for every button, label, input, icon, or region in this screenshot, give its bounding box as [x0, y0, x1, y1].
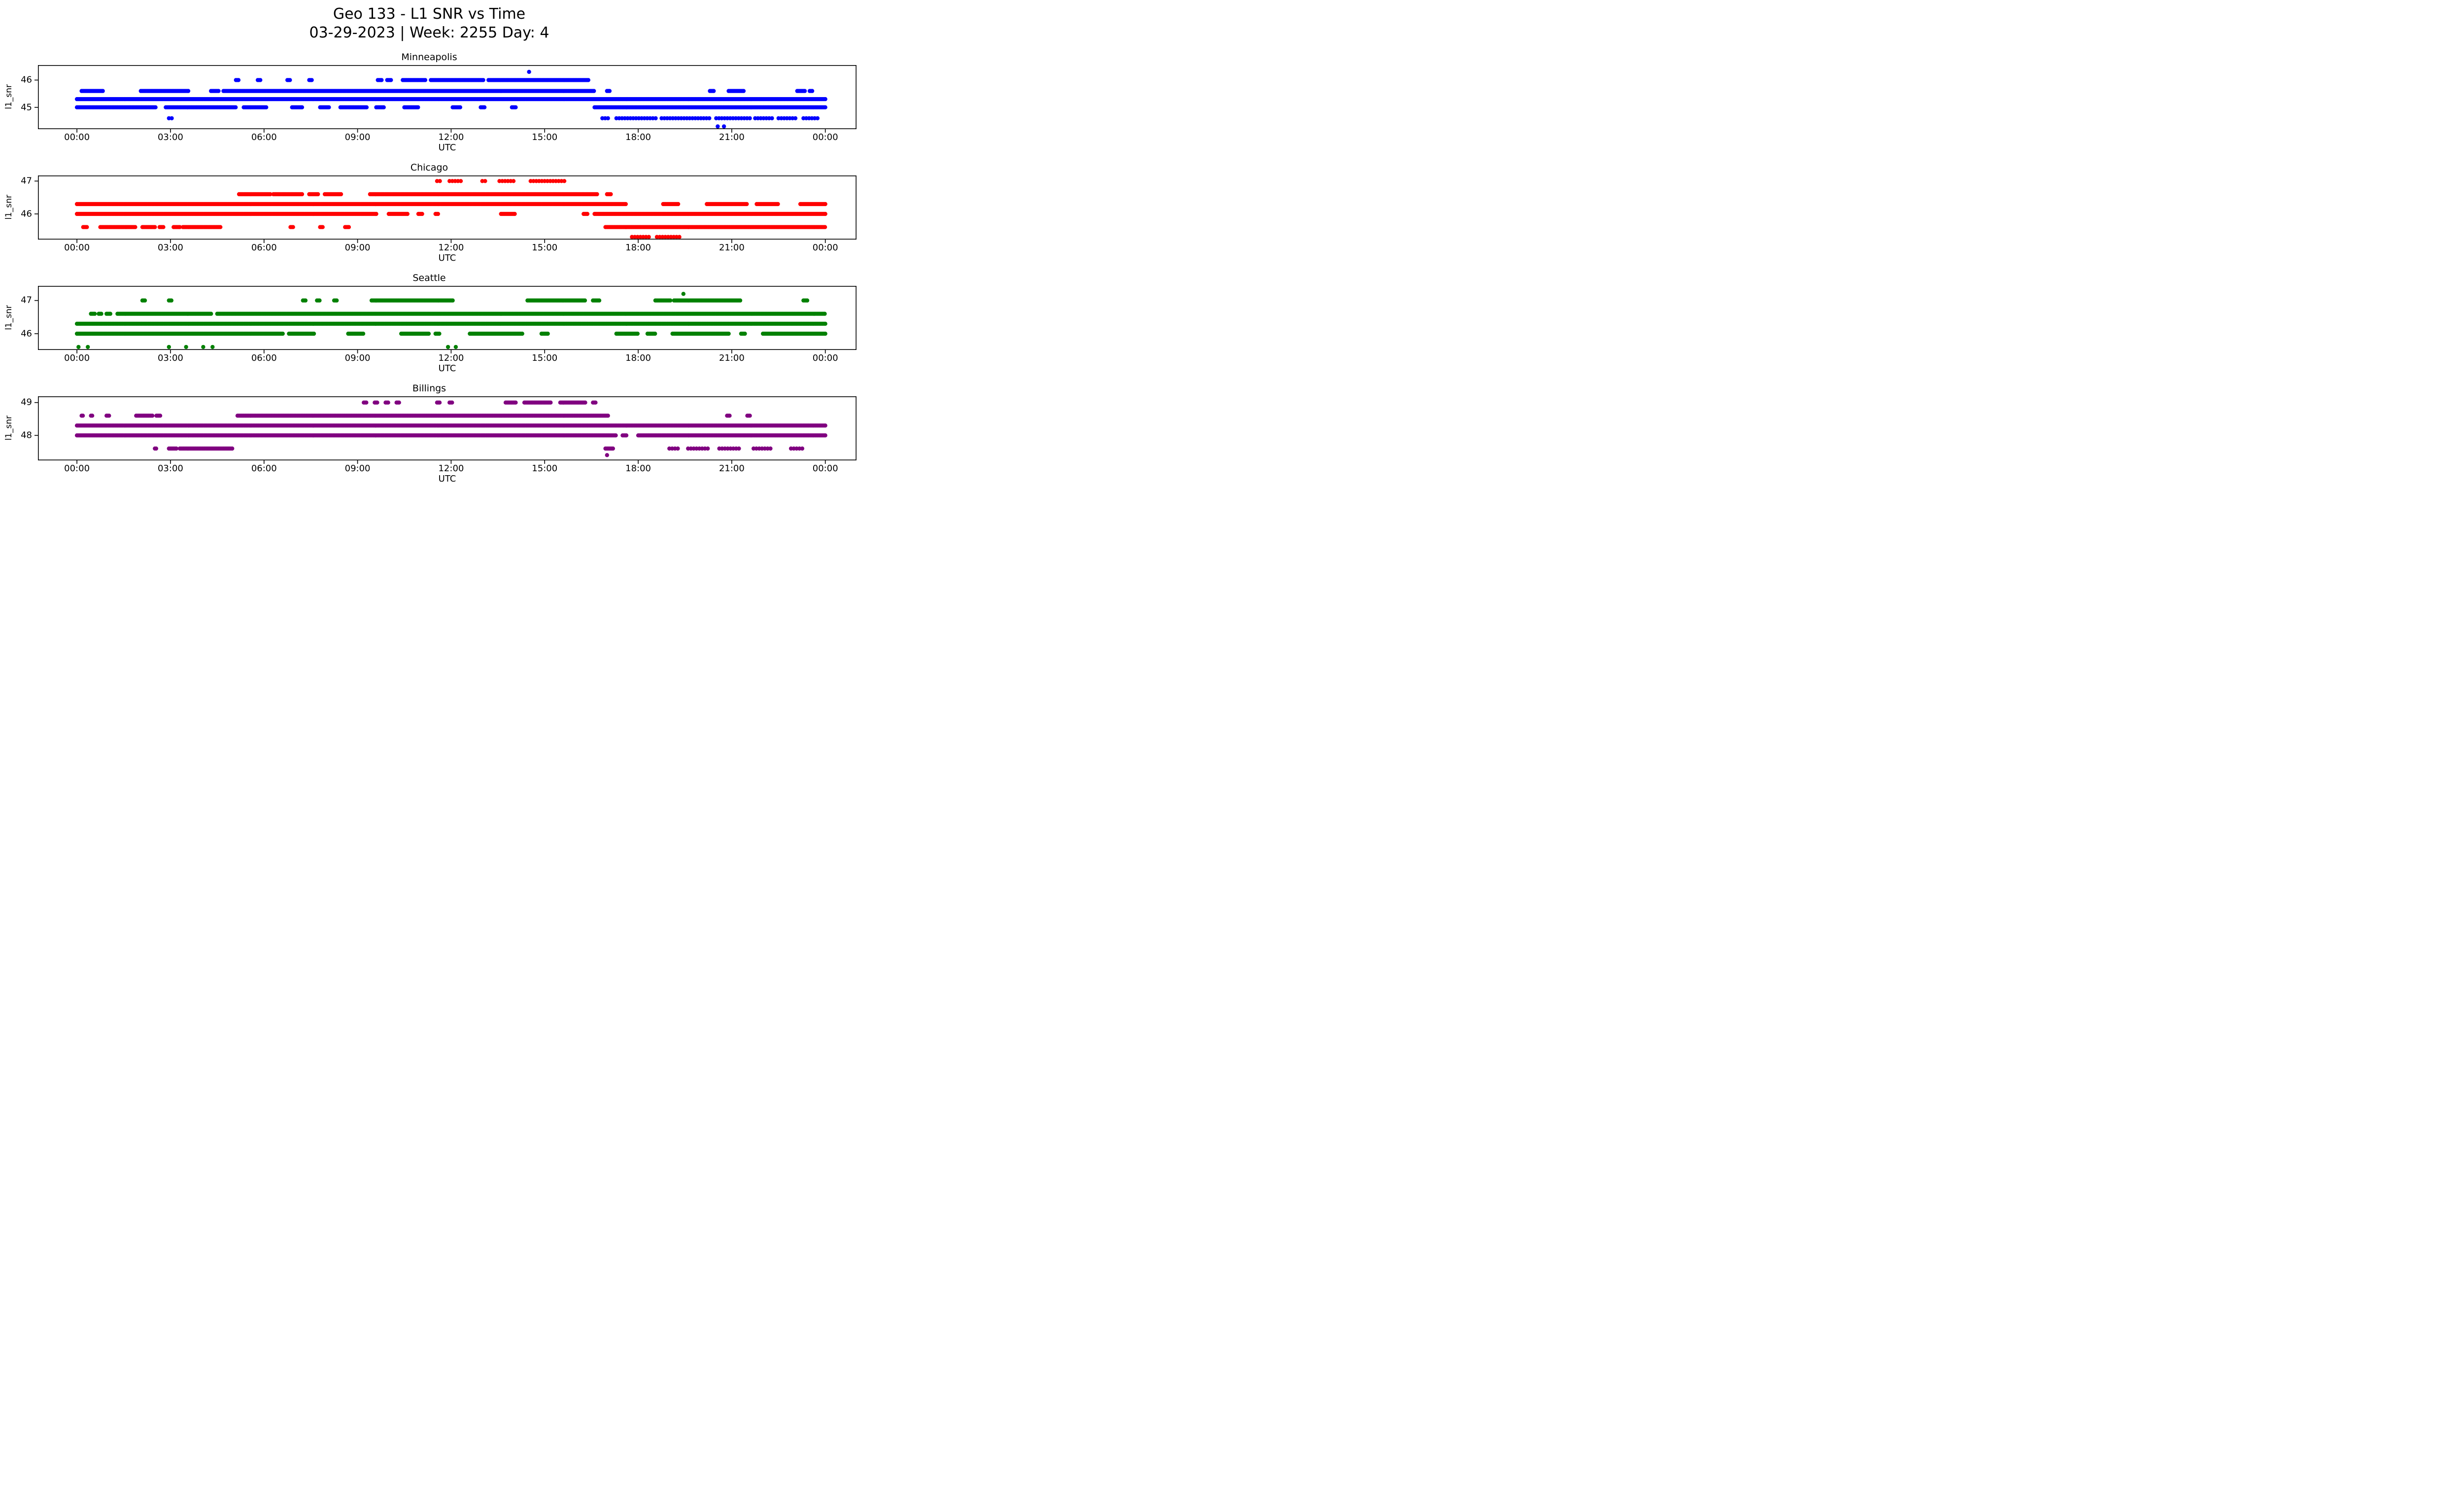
x-tick-label: 15:00	[532, 352, 558, 363]
x-tick-label: 21:00	[719, 242, 745, 253]
x-tick-label: 18:00	[625, 242, 651, 253]
x-tick-label: 00:00	[812, 463, 838, 474]
x-axis-label: UTC	[438, 252, 456, 263]
tick-marks	[34, 180, 826, 243]
y-axis: l1_snr 45 46	[0, 65, 38, 129]
figure-title-line1: Geo 133 - L1 SNR vs Time	[333, 5, 526, 23]
plot-border	[38, 396, 857, 460]
y-axis-label: l1_snr	[4, 195, 14, 220]
x-tick-label: 09:00	[344, 242, 371, 253]
x-axis: 00:00 03:00 06:00 09:00 12:00 15:00 18:00 21:00…	[38, 460, 856, 474]
x-tick-label: 03:00	[157, 132, 183, 142]
x-tick-label: 09:00	[344, 132, 371, 142]
scatter-plot	[34, 65, 857, 133]
y-axis: l1_snr 46 47	[0, 175, 38, 240]
x-tick-label: 15:00	[532, 242, 558, 253]
x-tick-label: 06:00	[251, 463, 277, 474]
tick-marks	[34, 402, 826, 464]
x-tick-label: 21:00	[719, 463, 745, 474]
scatter-plot	[34, 175, 857, 243]
y-axis: l1_snr 46 47	[0, 286, 38, 350]
figure: Geo 133 - L1 SNR vs Time 03-29-2023 | We…	[0, 0, 858, 503]
y-tick-label: 47	[21, 295, 32, 306]
y-axis-label: l1_snr	[4, 305, 14, 331]
subplot-title: Minneapolis	[401, 51, 457, 63]
subplot: Minneapolis l1_snr 45 46 00:00 03:00 06:00 0…	[0, 52, 858, 153]
y-tick-label: 48	[21, 430, 32, 441]
plot-border	[38, 175, 857, 240]
scatter-plot	[34, 396, 857, 464]
y-tick-label: 46	[21, 74, 32, 85]
y-axis-label: l1_snr	[4, 84, 14, 110]
x-tick-label: 15:00	[532, 463, 558, 474]
y-tick-label: 45	[21, 102, 32, 113]
x-axis: 00:00 03:00 06:00 09:00 12:00 15:00 18:00 21:00…	[38, 350, 856, 363]
x-tick-label: 06:00	[251, 242, 277, 253]
x-tick-label: 00:00	[64, 463, 90, 474]
scatter-plot	[34, 285, 857, 353]
plot-area	[34, 175, 857, 243]
x-tick-label: 03:00	[157, 242, 183, 253]
x-tick-label: 12:00	[438, 132, 464, 142]
scatter-points	[74, 291, 827, 349]
x-tick-label: 00:00	[64, 352, 90, 363]
x-tick-label: 09:00	[344, 352, 371, 363]
x-tick-label: 03:00	[157, 463, 183, 474]
subplot-title: Billings	[412, 382, 446, 394]
subplot-title: Seattle	[412, 272, 446, 283]
plot-area	[34, 396, 857, 464]
x-tick-label: 06:00	[251, 352, 277, 363]
x-tick-label: 06:00	[251, 132, 277, 142]
x-tick-label: 12:00	[438, 463, 464, 474]
scatter-points	[74, 400, 827, 457]
x-tick-label: 03:00	[157, 352, 183, 363]
y-tick-label: 47	[21, 175, 32, 186]
y-tick-label: 46	[21, 209, 32, 219]
x-tick-label: 21:00	[719, 132, 745, 142]
x-axis-label: UTC	[438, 363, 456, 374]
x-axis: 00:00 03:00 06:00 09:00 12:00 15:00 18:00 21:00…	[38, 240, 856, 253]
tick-marks	[34, 300, 826, 353]
subplot: Seattle l1_snr 46 47 00:00 03:00 06:00 09:00…	[0, 273, 858, 374]
scatter-points	[74, 70, 827, 129]
y-axis: l1_snr 48 49	[0, 396, 38, 460]
y-tick-label: 46	[21, 328, 32, 339]
x-tick-label: 00:00	[812, 132, 838, 142]
subplot: Billings l1_snr 48 49 00:00 03:00 06:00 09:0…	[0, 383, 858, 485]
x-tick-label: 00:00	[812, 242, 838, 253]
x-tick-label: 12:00	[438, 242, 464, 253]
subplots-container: Minneapolis l1_snr 45 46 00:00 03:00 06:00 0…	[0, 52, 858, 485]
x-tick-label: 00:00	[64, 242, 90, 253]
figure-title: Geo 133 - L1 SNR vs Time 03-29-2023 | We…	[0, 0, 858, 43]
plot-border	[38, 65, 857, 129]
x-axis-label: UTC	[438, 473, 456, 484]
x-axis: 00:00 03:00 06:00 09:00 12:00 15:00 18:00 21:00…	[38, 129, 856, 142]
x-axis-label: UTC	[438, 142, 456, 153]
subplot: Chicago l1_snr 46 47 00:00 03:00 06:00 09:00…	[0, 162, 858, 264]
plot-border	[38, 285, 857, 350]
x-tick-label: 18:00	[625, 352, 651, 363]
x-tick-label: 21:00	[719, 352, 745, 363]
subplot-title: Chicago	[410, 162, 448, 173]
x-tick-label: 18:00	[625, 132, 651, 142]
x-tick-label: 00:00	[64, 132, 90, 142]
tick-marks	[34, 79, 826, 133]
scatter-points	[74, 178, 827, 239]
y-tick-label: 49	[21, 397, 32, 408]
x-tick-label: 09:00	[344, 463, 371, 474]
x-tick-label: 15:00	[532, 132, 558, 142]
x-tick-label: 18:00	[625, 463, 651, 474]
x-tick-label: 00:00	[812, 352, 838, 363]
y-axis-label: l1_snr	[4, 416, 14, 441]
plot-area	[34, 285, 857, 353]
plot-area	[34, 65, 857, 133]
figure-title-line2: 03-29-2023 | Week: 2255 Day: 4	[309, 24, 549, 42]
x-tick-label: 12:00	[438, 352, 464, 363]
